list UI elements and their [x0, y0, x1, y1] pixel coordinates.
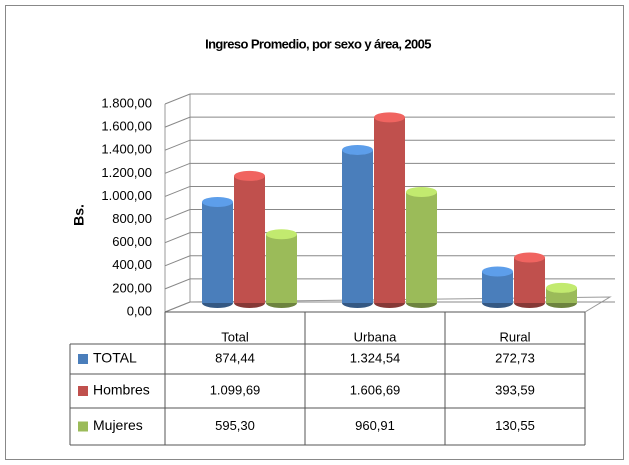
- y-tick-label: 1.400,00: [101, 142, 152, 157]
- bar: [374, 117, 405, 303]
- table-value: 1.606,69: [350, 382, 401, 397]
- grid-line: [164, 278, 615, 290]
- table-value: 1.324,54: [350, 350, 401, 365]
- y-tick-label: 1.600,00: [101, 119, 152, 134]
- grid-line: [164, 93, 615, 105]
- y-tick-label: 400,00: [112, 257, 152, 272]
- bar: [342, 149, 373, 303]
- grid-line: [164, 185, 615, 197]
- y-tick-label: 1.000,00: [101, 188, 152, 203]
- legend-label: TOTAL: [93, 350, 137, 366]
- x-tick-label: Urbana: [354, 329, 397, 344]
- bar-top: [202, 196, 233, 207]
- grid-line: [164, 139, 615, 151]
- chart-title: Ingreso Promedio, por sexo y área, 2005: [205, 36, 431, 51]
- bar: [202, 201, 233, 303]
- y-tick-label: 1.800,00: [101, 95, 152, 110]
- x-tick-label: Total: [221, 329, 249, 344]
- bar-top: [482, 266, 513, 277]
- y-axis-label: Bs.: [71, 204, 87, 226]
- y-tick-label: 1.200,00: [101, 165, 152, 180]
- table-value: 130,55: [495, 418, 535, 433]
- grid-line: [164, 162, 615, 174]
- bar: [406, 191, 437, 303]
- y-tick-label: 800,00: [112, 211, 152, 226]
- x-tick-label: Rural: [499, 329, 530, 344]
- bar-top: [374, 112, 405, 123]
- legend-swatch: [78, 386, 88, 396]
- table-value: 393,59: [495, 382, 535, 397]
- table-value: 595,30: [215, 418, 255, 433]
- bar: [234, 175, 265, 303]
- legend-swatch: [78, 354, 88, 364]
- grid-line: [164, 209, 615, 221]
- legend-label: Hombres: [93, 382, 150, 398]
- grid-line: [164, 116, 615, 128]
- bar: [266, 234, 297, 303]
- legend-swatch: [78, 421, 88, 432]
- grid-line: [164, 301, 615, 313]
- bar: [514, 257, 545, 303]
- bar-top: [406, 186, 437, 197]
- bar-top: [266, 229, 297, 240]
- table-value: 1.099,69: [210, 382, 261, 397]
- y-tick-label: 200,00: [112, 280, 152, 295]
- bar-top: [342, 144, 373, 155]
- y-tick-label: 0,00: [127, 303, 152, 318]
- bar-top: [546, 282, 577, 293]
- bar-top: [514, 252, 545, 263]
- bar-top: [234, 170, 265, 181]
- bar: [482, 271, 513, 303]
- y-tick-label: 600,00: [112, 234, 152, 249]
- legend-label: Mujeres: [93, 417, 143, 433]
- grid-line: [164, 255, 615, 267]
- table-value: 960,91: [355, 418, 395, 433]
- table-value: 272,73: [495, 350, 535, 365]
- table-value: 874,44: [215, 350, 255, 365]
- grid-line: [164, 232, 615, 244]
